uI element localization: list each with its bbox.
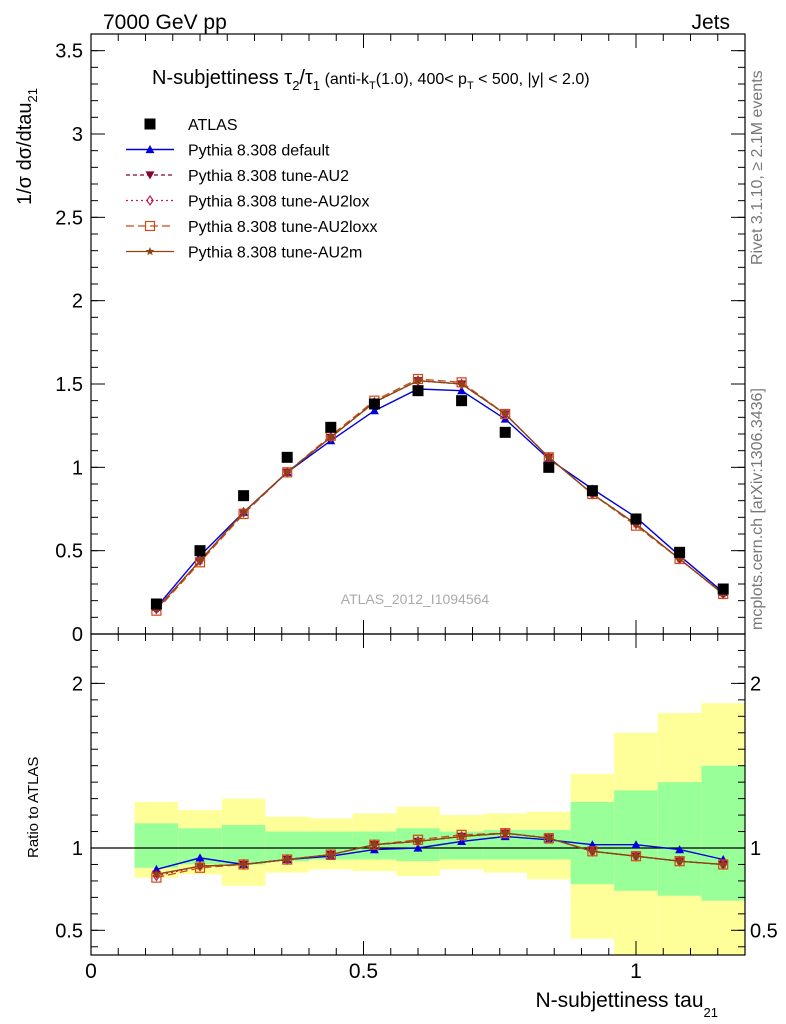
series-point: [370, 840, 379, 849]
legend-label-au2loxx: Pythia 8.308 tune-AU2loxx: [188, 219, 377, 236]
legend: ATLAS Pythia 8.308 default Pythia 8.308 tu…: [126, 117, 377, 262]
atlas-data-point: [630, 513, 642, 525]
ratio-y-tick-label: 1: [72, 838, 83, 860]
series-point: [718, 859, 728, 869]
ratio-y-tick-label: 0.5: [55, 920, 83, 942]
series-point: [675, 554, 684, 563]
legend-marker-atlas: [144, 118, 156, 130]
ratio-y-tick-label-right: 1: [750, 838, 761, 860]
series-point: [413, 836, 423, 846]
legend-label-au2m: Pythia 8.308 tune-AU2m: [188, 245, 362, 262]
legend-marker-au2: [145, 171, 155, 180]
series-point: [675, 856, 684, 865]
atlas-data-point: [325, 421, 337, 433]
atlas-data-point: [717, 583, 729, 595]
atlas-data-point: [368, 398, 380, 410]
atlas-data-point: [586, 485, 598, 497]
legend-marker-au2m: [145, 247, 155, 256]
axes: 00.511.522.533.50.5 0.51 12 20 0.5 1: [55, 33, 778, 983]
series-point: [588, 846, 597, 855]
series-point: [239, 859, 248, 869]
ratio-y-tick-label-right: 2: [750, 673, 761, 695]
main-y-tick-label: 0.5: [55, 541, 83, 563]
ratio-y-label: Ratio to ATLAS: [25, 757, 42, 858]
main-y-tick-label: 0: [72, 624, 83, 646]
series-line: [155, 380, 724, 610]
plot-title: N-subjettiness τ2/τ1 (anti-kT(1.0), 400<…: [152, 67, 590, 93]
main-y-label: 1/σ dσ/dtau21: [14, 88, 40, 205]
ratio-plot: [91, 827, 745, 883]
ratio-y-tick-label: 2: [72, 673, 83, 695]
series-line: [155, 378, 724, 612]
rivet-label: Rivet 3.1.10, ≥ 2.1M events: [749, 70, 766, 265]
ratio-y-tick-label-right: 0.5: [750, 920, 778, 942]
atlas-data-point: [543, 461, 555, 473]
legend-marker-au2loxx: [144, 220, 156, 232]
inner-band-bin: [134, 823, 179, 868]
legend-label-au2lox: Pythia 8.308 tune-AU2lox: [188, 194, 369, 211]
atlas-data-point: [412, 385, 424, 397]
main-y-tick-label: 3.5: [55, 41, 83, 63]
series-point: [326, 850, 336, 859]
legend-label-default: Pythia 8.308 default: [188, 143, 330, 160]
x-tick-label: 0: [85, 960, 97, 983]
series-line: [156, 832, 724, 875]
series-point: [456, 829, 467, 840]
atlas-data-point: [456, 395, 468, 407]
ratio-uncertainty-bands: [134, 703, 745, 955]
x-axis-label: N-subjettiness tau21: [535, 989, 718, 1020]
series-point: [544, 452, 554, 461]
legend-label-au2: Pythia 8.308 tune-AU2: [188, 168, 349, 185]
series-point: [500, 409, 510, 418]
header-right: Jets: [691, 11, 730, 34]
header-left: 7000 GeV pp: [103, 11, 227, 34]
x-tick-label: 0.5: [349, 960, 378, 983]
atlas-data-point: [238, 490, 250, 502]
series-point: [152, 869, 161, 878]
main-plot: [150, 373, 729, 616]
series-point: [326, 432, 336, 441]
series-point: [457, 831, 466, 841]
legend-marker-au2lox: [146, 194, 154, 207]
series-point: [457, 379, 466, 388]
atlas-data-point: [150, 598, 162, 610]
series-point: [456, 377, 467, 388]
series-point: [457, 386, 467, 395]
series-point: [412, 834, 424, 845]
inner-band-bin: [221, 824, 266, 865]
analysis-watermark: ATLAS_2012_I1094564: [341, 591, 490, 607]
main-y-tick-label: 2: [72, 291, 83, 313]
series-point: [239, 507, 248, 516]
legend-marker-default: [145, 145, 155, 154]
atlas-data-point: [499, 426, 511, 438]
series-point: [413, 843, 423, 852]
atlas-data-point: [281, 451, 293, 463]
series-point: [631, 840, 641, 849]
mcplots-label: mcplots.cern.ch [arXiv:1306.3436]: [749, 388, 766, 630]
series-point: [631, 851, 641, 860]
series-point: [500, 828, 510, 837]
inner-band-bin: [657, 782, 702, 896]
series-point: [195, 853, 205, 862]
main-y-tick-label: 1.5: [55, 374, 83, 396]
main-y-tick-label: 2.5: [55, 207, 83, 229]
legend-label-atlas: ATLAS: [188, 117, 238, 134]
series-point: [369, 406, 379, 415]
series-point: [412, 373, 424, 385]
main-y-tick-label: 3: [72, 124, 83, 146]
atlas-data-point: [674, 546, 686, 558]
series-point: [544, 833, 554, 842]
series-point: [195, 861, 205, 870]
series-point: [282, 467, 292, 476]
main-y-tick-label: 1: [72, 457, 83, 479]
atlas-data-point: [194, 545, 206, 557]
inner-band-bin: [701, 765, 745, 901]
series-point: [282, 855, 292, 864]
series-point: [675, 845, 685, 854]
series-point: [413, 376, 423, 385]
series-point: [195, 556, 205, 565]
x-tick-label: 1: [630, 960, 642, 983]
